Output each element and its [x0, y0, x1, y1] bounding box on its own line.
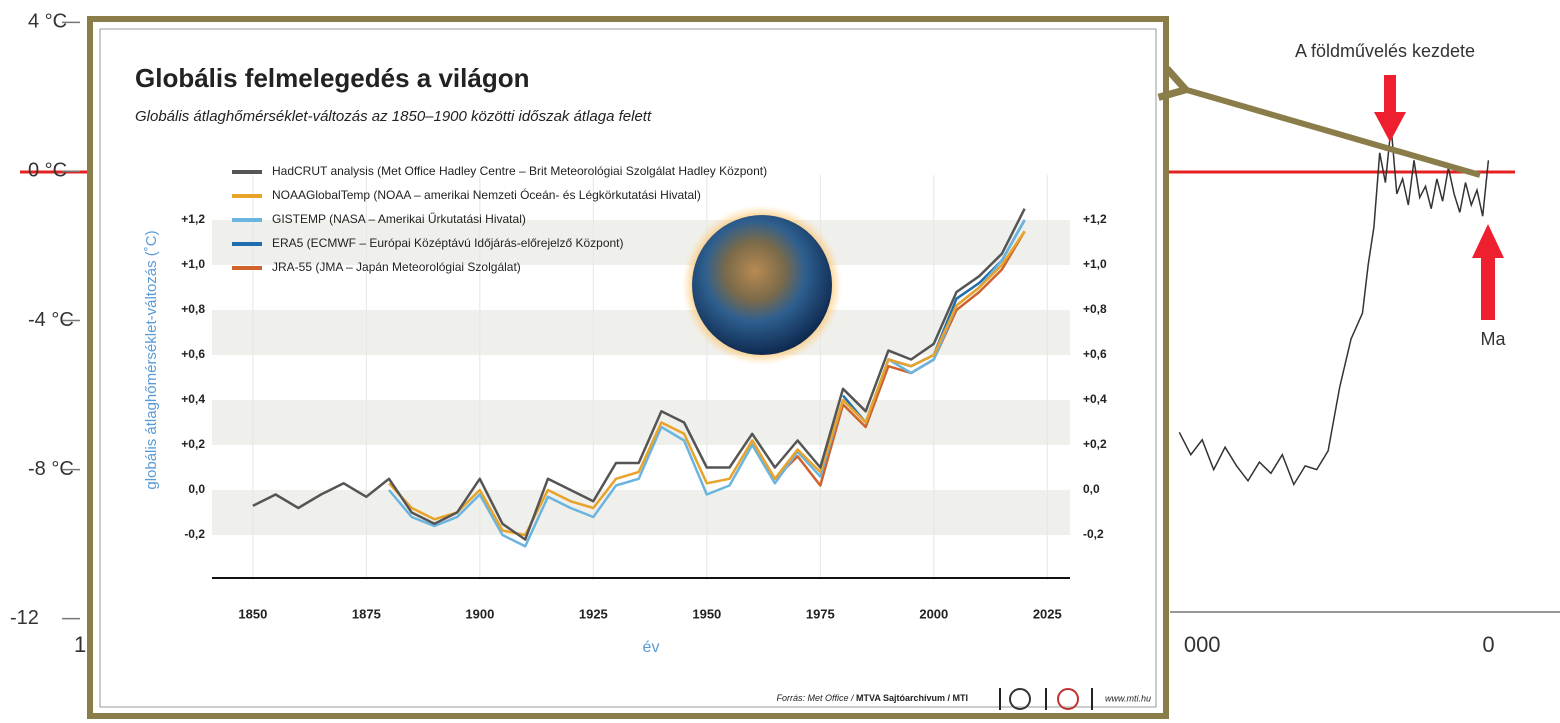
x-tick-label: 1950 [692, 606, 721, 621]
annotation: A földművelés kezdete [1295, 41, 1475, 61]
source: Forrás: Met Office / MTVA Sajtóarchívum … [776, 693, 968, 703]
y-axis-label: globális átlaghőmérséklet-változás (˚C) [143, 230, 160, 489]
y-tick-label: +0,4 [1083, 392, 1107, 406]
x-tick-label: 1850 [238, 606, 267, 621]
y-tick-label: +0,2 [1083, 437, 1107, 451]
y-tick-label: 0,0 [188, 482, 205, 496]
y-tick-label: +0,6 [181, 347, 205, 361]
x-tick-label: 0 [1482, 632, 1494, 657]
annotation: Ma [1480, 329, 1506, 349]
x-tick-label: 1875 [352, 606, 381, 621]
screenshot: A földművelés kezdete Ma 4 °C0 °C-4 °C-8… [0, 0, 1560, 723]
band [212, 490, 1070, 535]
x-tick-label: 1975 [806, 606, 835, 621]
band [212, 310, 1070, 355]
source-text: Forrás: Met Office / [776, 693, 855, 703]
page: {"chart_data": [ {"type": "line", "ytick… [0, 0, 1560, 723]
y-tick-label: +0,6 [1083, 347, 1107, 361]
y-tick-label: 4 °C [28, 11, 67, 33]
x-tick-label: 000 [1184, 632, 1221, 657]
x-tick-label: 2000 [919, 606, 948, 621]
x-tick-label: 2025 [1033, 606, 1062, 621]
chart-subtitle: Globális átlaghőmérséklet-változás az 18… [135, 108, 652, 125]
source-bold: MTVA Sajtóarchívum / MTI [856, 693, 968, 703]
legend-label: NOAAGlobalTemp (NOAA – amerikai Nemzeti … [272, 187, 701, 202]
y-tick-label: -12 [10, 607, 39, 629]
line [1179, 127, 1488, 485]
y-tick-label: +1,0 [1083, 257, 1107, 271]
y-tick-label: +1,2 [181, 212, 205, 226]
y-tick-label: +1,2 [1083, 212, 1107, 226]
pointer-arrow [1180, 88, 1480, 175]
arrow-up [1472, 224, 1504, 320]
y-tick-label: -0,2 [1083, 527, 1104, 541]
inset-chart: Globális felmelegedés a világon Globális… [90, 19, 1166, 716]
website: www.mti.hu [1105, 693, 1151, 703]
x-axis-label: év [643, 639, 660, 656]
chart-title: Globális felmelegedés a világon [135, 63, 529, 93]
band [212, 400, 1070, 445]
x-tick-label: 1 [74, 632, 86, 657]
earth [692, 215, 832, 355]
legend-label: JRA-55 (JMA – Japán Meteorológiai Szolgá… [272, 260, 521, 274]
legend-label: GISTEMP (NASA – Amerikai Űrkutatási Hiva… [272, 211, 526, 226]
y-tick-label: 0,0 [1083, 482, 1100, 496]
y-tick-label: +0,2 [181, 437, 205, 451]
y-tick-label: +0,4 [181, 392, 205, 406]
x-tick-label: 1925 [579, 606, 608, 621]
legend-label: ERA5 (ECMWF – Európai Középtávú Időjárás… [272, 236, 624, 250]
y-tick-label: 0 °C [28, 160, 67, 182]
y-tick-label: +0,8 [1083, 302, 1107, 316]
y-tick-label: +0,8 [181, 302, 205, 316]
y-tick-label: +1,0 [181, 257, 205, 271]
arrow-down [1374, 75, 1406, 142]
y-tick-label: -0,2 [184, 527, 205, 541]
x-tick-label: 1900 [465, 606, 494, 621]
legend-label: HadCRUT analysis (Met Office Hadley Cent… [272, 164, 767, 178]
